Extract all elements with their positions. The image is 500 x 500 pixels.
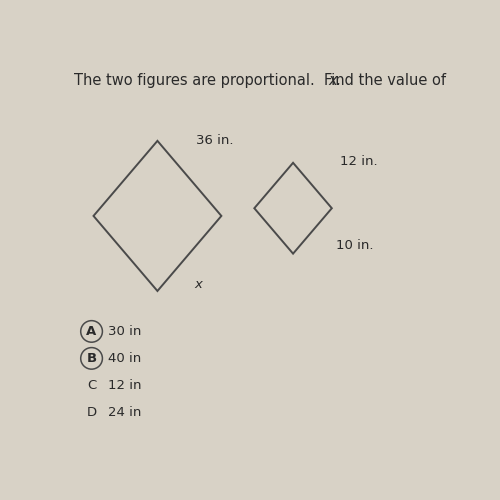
Text: A: A: [86, 325, 97, 338]
Text: The two figures are proportional.  Find the value of: The two figures are proportional. Find t…: [74, 74, 451, 88]
Text: D: D: [86, 406, 97, 419]
Text: C: C: [87, 379, 96, 392]
Text: B: B: [86, 352, 97, 365]
Text: 12 in: 12 in: [108, 379, 142, 392]
Polygon shape: [94, 141, 222, 291]
Text: 40 in: 40 in: [108, 352, 142, 365]
Text: x: x: [194, 278, 202, 290]
Text: 10 in.: 10 in.: [336, 239, 373, 252]
Text: 30 in: 30 in: [108, 325, 142, 338]
Text: 36 in.: 36 in.: [196, 134, 234, 146]
Polygon shape: [254, 163, 332, 254]
Text: 12 in.: 12 in.: [340, 155, 377, 168]
Text: x.: x.: [328, 74, 341, 88]
Text: 24 in: 24 in: [108, 406, 142, 419]
